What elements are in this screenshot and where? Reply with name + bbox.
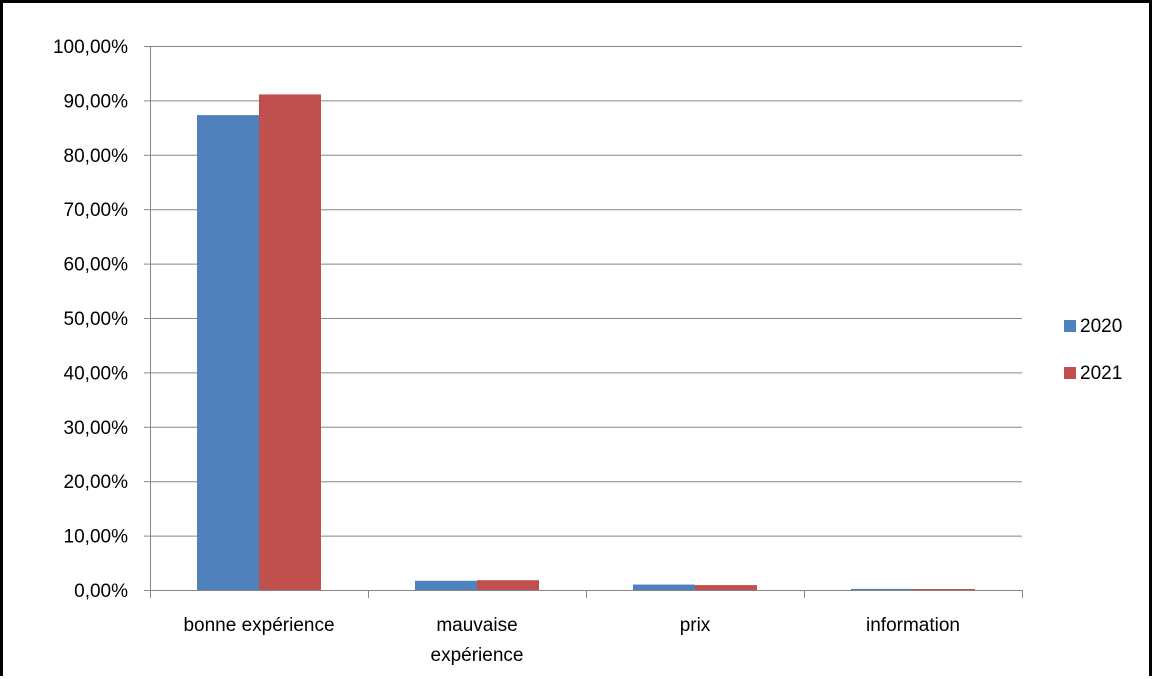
y-tick-label: 0,00% [74,581,128,602]
bar-2020-3 [851,588,913,590]
x-tick-label: mauvaise [436,615,517,636]
bar-2020-2 [633,584,695,590]
bar-2021-2 [695,585,757,590]
y-tick-label: 40,00% [64,363,129,384]
x-tick-labels: bonne expérience mauvaise expérience prix in… [183,615,960,666]
x-tick-label: bonne expérience [183,615,334,636]
bar-2020-1 [415,580,477,590]
bar-2021-1 [477,580,539,590]
bar-2020-0 [197,115,259,590]
bar-2021-3 [913,589,975,590]
bar-2021-0 [259,94,321,590]
y-tick-label: 90,00% [64,91,129,112]
y-tick-label: 70,00% [64,200,129,221]
y-tick-label: 50,00% [64,309,129,330]
legend-label-2021: 2021 [1080,363,1122,384]
y-tick-label: 30,00% [64,418,129,439]
legend: 2020 2021 [1064,316,1122,384]
legend-swatch-2020 [1064,320,1076,332]
x-tick-label: expérience [431,645,524,666]
bar-chart: 0,00% 10,00% 20,00% 30,00% 40,00% 50,00% 60,00… [53,37,1122,666]
y-tick-label: 60,00% [64,255,129,276]
y-tick-label: 20,00% [64,472,129,493]
y-tick-label: 100,00% [53,37,128,58]
y-tick-labels: 0,00% 10,00% 20,00% 30,00% 40,00% 50,00% 60,00… [53,37,128,602]
y-tick-label: 10,00% [64,527,129,548]
legend-label-2020: 2020 [1080,316,1122,337]
legend-swatch-2021 [1064,367,1076,379]
axes [144,46,1023,598]
x-tick-label: prix [680,615,711,636]
x-tick-label: information [866,615,960,636]
bars [197,94,975,590]
y-tick-label: 80,00% [64,146,129,167]
